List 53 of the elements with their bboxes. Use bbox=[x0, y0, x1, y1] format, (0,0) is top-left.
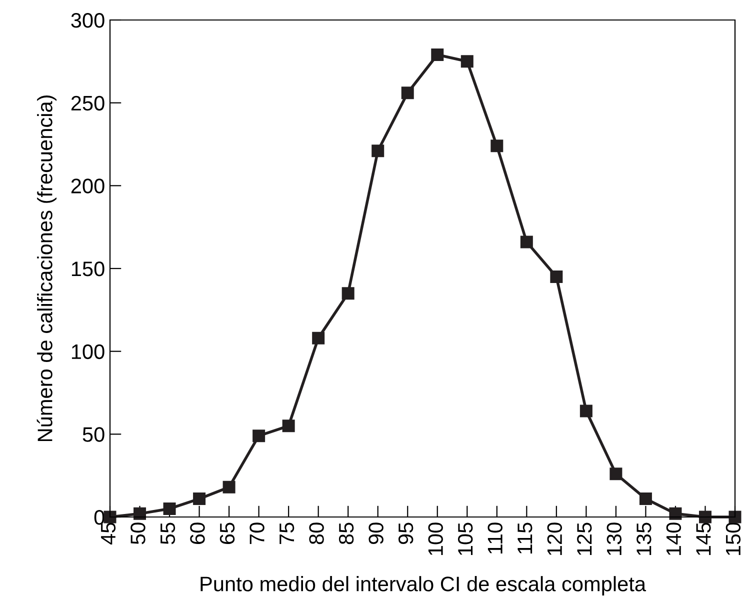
point bbox=[728, 510, 742, 524]
point bbox=[134, 507, 146, 520]
x-tick-label: 145 bbox=[696, 522, 711, 556]
point bbox=[669, 507, 682, 520]
point bbox=[431, 48, 444, 62]
x-tick-label: 55 bbox=[160, 522, 176, 544]
x-tick-label: 75 bbox=[280, 522, 294, 544]
x-tick-label: 85 bbox=[338, 522, 354, 544]
point bbox=[698, 510, 712, 524]
point bbox=[312, 332, 325, 344]
point bbox=[342, 287, 354, 300]
point bbox=[610, 468, 622, 480]
y-tick-label: 250 bbox=[71, 96, 104, 111]
x-tick-label: 50 bbox=[130, 522, 146, 544]
y-tick-label: 50 bbox=[82, 427, 104, 442]
point bbox=[490, 140, 504, 152]
x-tick-label: 80 bbox=[309, 522, 324, 544]
y-tick-label: 100 bbox=[72, 344, 104, 360]
x-tick-label: 95 bbox=[398, 522, 414, 544]
point bbox=[372, 144, 384, 158]
x-tick-label: 135 bbox=[636, 522, 652, 556]
x-tick-label: 60 bbox=[190, 522, 205, 544]
x-axis-title: Punto medio del intervalo CI de escala completa bbox=[200, 576, 646, 596]
x-tick-label: 70 bbox=[250, 522, 264, 544]
point bbox=[580, 404, 592, 418]
y-tick-label: 0 bbox=[94, 510, 104, 525]
point bbox=[520, 236, 533, 248]
x-tick-label: 65 bbox=[220, 522, 235, 544]
x-tick-label: 115 bbox=[518, 522, 532, 554]
x-tick-label: 140 bbox=[666, 522, 682, 556]
point bbox=[193, 492, 206, 506]
x-tick-label: 150 bbox=[726, 522, 741, 556]
y-tick-label: 150 bbox=[72, 262, 104, 276]
x-tick-label: 110 bbox=[488, 522, 502, 554]
x-tick-label: 125 bbox=[577, 522, 592, 556]
x-tick-label: 120 bbox=[547, 522, 562, 556]
y-tick-label: 300 bbox=[71, 13, 104, 28]
y-tick-label: 200 bbox=[71, 178, 104, 194]
point bbox=[401, 86, 414, 100]
x-tick-label: 45 bbox=[101, 522, 116, 545]
point bbox=[104, 510, 116, 524]
point bbox=[639, 492, 652, 506]
point bbox=[222, 480, 236, 494]
point bbox=[550, 270, 563, 284]
point bbox=[282, 420, 295, 432]
point bbox=[252, 430, 266, 442]
y-axis-title: Número de calificaciones (frecuencia) bbox=[36, 96, 56, 442]
x-tick-label: 130 bbox=[606, 522, 622, 556]
x-tick-label: 90 bbox=[368, 522, 384, 544]
point bbox=[460, 55, 474, 68]
x-tick-label: 100 bbox=[428, 522, 443, 556]
point bbox=[163, 502, 176, 515]
x-tick-label: 105 bbox=[458, 522, 473, 556]
